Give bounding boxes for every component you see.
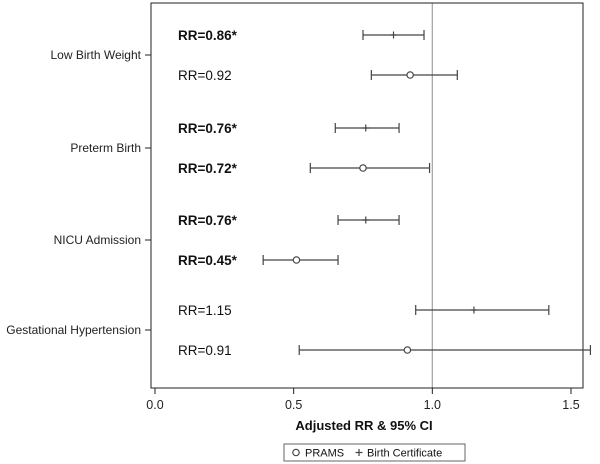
- y-tick-label: NICU Admission: [54, 233, 141, 247]
- rr-label: RR=1.15: [178, 303, 232, 318]
- prams-point: [403, 346, 412, 354]
- legend-birth-certificate-label: Birth Certificate: [367, 448, 442, 460]
- plot-frame: [150, 2, 584, 389]
- x-tick-label: 1.5: [562, 398, 579, 412]
- prams-point: [359, 164, 367, 172]
- legend-box: [283, 443, 466, 462]
- rr-label: RR=0.92: [178, 68, 232, 83]
- rr-label: RR=0.76*: [178, 213, 238, 228]
- legend-prams-marker: [292, 448, 300, 457]
- y-tick-label: Preterm Birth: [70, 141, 141, 155]
- y-tick-label: Gestational Hypertension: [6, 323, 141, 337]
- rr-label: RR=0.76*: [178, 121, 238, 136]
- x-tick-label: 0.5: [285, 398, 302, 412]
- rr-label: RR=0.91: [178, 343, 232, 358]
- legend-prams-label: PRAMS: [305, 448, 344, 460]
- prams-point: [292, 256, 301, 264]
- prams-point: [406, 71, 414, 79]
- legend: PRAMS Birth Certificate: [283, 443, 466, 462]
- rr-label: RR=0.72*: [178, 161, 238, 176]
- rr-label: RR=0.86*: [178, 28, 238, 43]
- x-axis-title: Adjusted RR & 95% CI: [295, 418, 432, 433]
- x-tick-label: 0.0: [146, 398, 163, 412]
- y-tick-label: Low Birth Weight: [51, 48, 142, 62]
- rr-label: RR=0.45*: [178, 253, 238, 268]
- x-tick-label: 1.0: [424, 398, 441, 412]
